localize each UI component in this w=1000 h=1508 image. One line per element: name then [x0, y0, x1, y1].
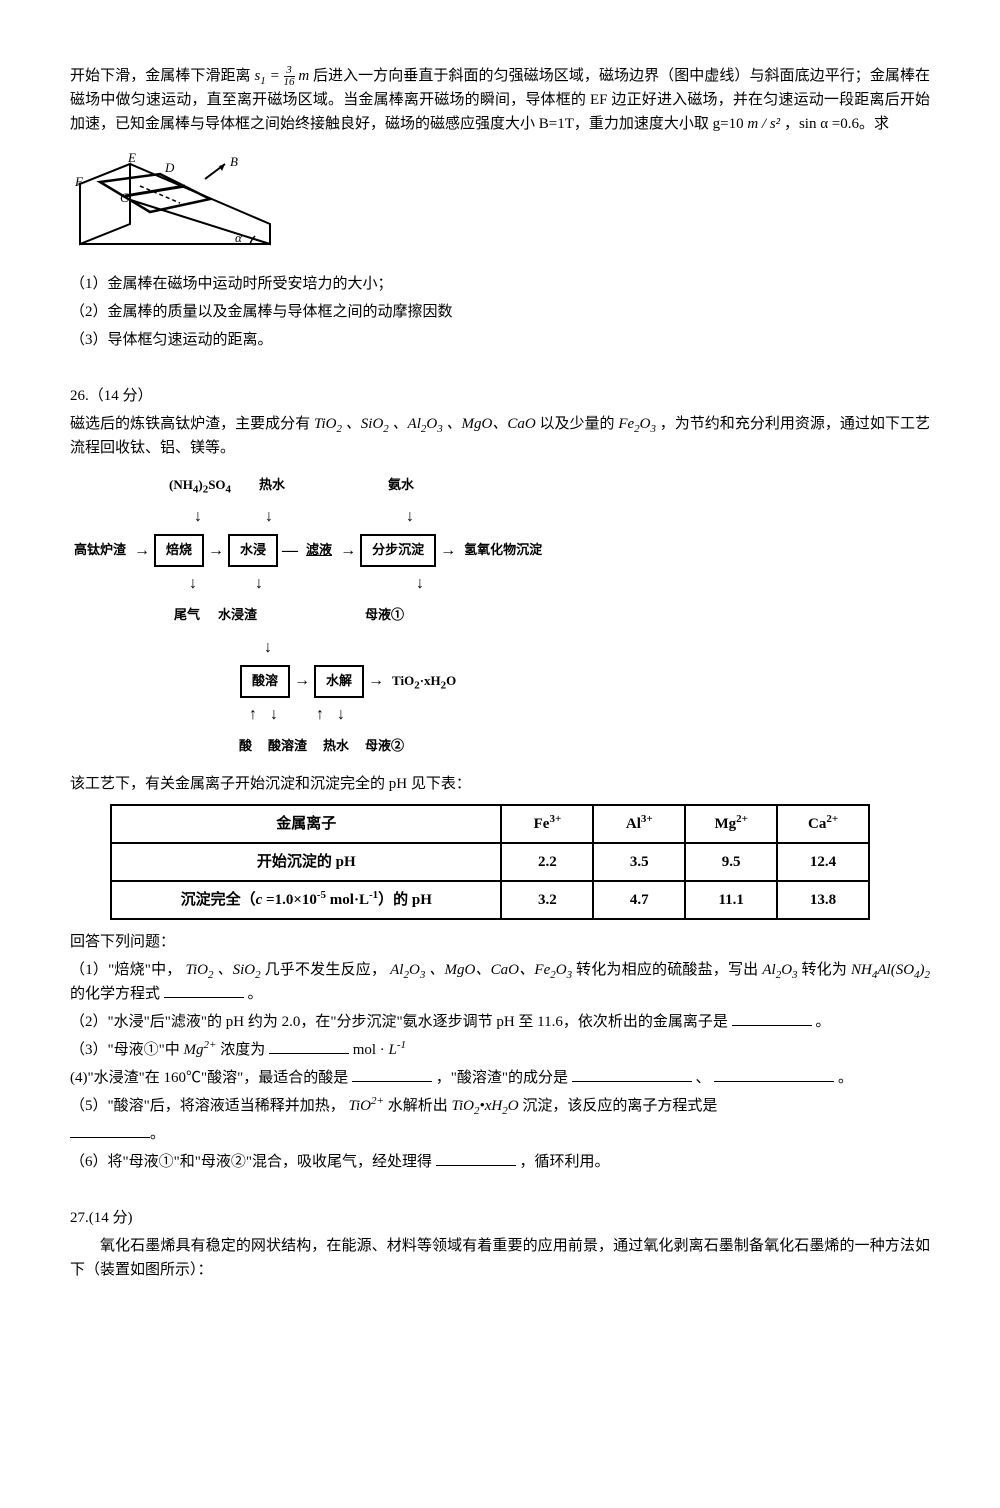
flow-hotwater2: 热水	[319, 736, 353, 757]
flow-acid: 酸	[235, 736, 256, 757]
r1-label: 开始沉淀的 pH	[111, 843, 501, 881]
th-mg: Mg2+	[685, 805, 777, 843]
flow-acid-residue: 酸溶渣	[264, 736, 311, 757]
svg-text:D: D	[164, 160, 175, 175]
flow-precip-box: 分步沉淀	[360, 534, 436, 567]
arrow-down-icon: ↓	[190, 504, 206, 530]
process-flowchart: (NH4)2SO4 热水 氨水 ↓ ↓ ↓ 高钛炉渣 → 焙烧 → 水浸 — 滤…	[70, 470, 930, 762]
th-fe: Fe3+	[501, 805, 593, 843]
r1-fe: 2.2	[501, 843, 593, 881]
arrow-down-icon: ↓	[402, 504, 418, 530]
arrow-up-icon: ↑	[312, 702, 328, 728]
flow-mother1: 母液①	[361, 605, 408, 626]
blank-5[interactable]	[70, 1123, 150, 1138]
units-ms2: m / s²	[747, 116, 780, 132]
arrow-up-icon: ↑	[245, 702, 261, 728]
q26-number: 26.（14 分）	[70, 384, 930, 408]
r2-mg: 11.1	[685, 881, 777, 919]
flow-hydrolysis-box: 水解	[314, 665, 364, 698]
arrow-right-icon: —	[278, 538, 302, 564]
q26-intro: 磁选后的炼铁高钛炉渣，主要成分有 TiO2 、SiO2 、Al2O3 、MgO、…	[70, 412, 930, 460]
q26-formulas-1: TiO2 、SiO2 、Al2O3 、MgO、CaO	[314, 416, 536, 432]
flow-leach-residue: 水浸渣	[214, 605, 261, 626]
q25-sub3: （3）导体框匀速运动的距离。	[70, 328, 930, 352]
arrow-down-icon: ↓	[266, 702, 282, 728]
arrow-right-icon: →	[204, 538, 228, 564]
q26-a2: （2）"水浸"后"滤液"的 pH 约为 2.0，在"分步沉淀"氨水逐步调节 pH…	[70, 1010, 930, 1034]
arrow-down-icon: ↓	[333, 702, 349, 728]
flow-leach-box: 水浸	[228, 534, 278, 567]
arrow-down-icon: ↓	[251, 571, 267, 597]
blank-4b[interactable]	[572, 1067, 692, 1082]
svg-text:B: B	[230, 154, 238, 169]
ph-table: 金属离子 Fe3+ Al3+ Mg2+ Ca2+ 开始沉淀的 pH 2.2 3.…	[110, 804, 870, 920]
r2-label: 沉淀完全（c =1.0×10-5 mol·L-1）的 pH	[111, 881, 501, 919]
table-intro: 该工艺下，有关金属离子开始沉淀和沉淀完全的 pH 见下表：	[70, 772, 930, 796]
r1-mg: 9.5	[685, 843, 777, 881]
answers-intro: 回答下列问题：	[70, 930, 930, 954]
flow-filtrate: 滤液	[302, 540, 336, 561]
q26-formulas-2: Fe2O3	[618, 416, 656, 432]
q26-a1: （1）"焙烧"中， TiO2 、SiO2 几乎不发生反应， Al2O3 、MgO…	[70, 958, 930, 1006]
svg-text:α: α	[235, 230, 243, 245]
intro-paragraph: 开始下滑，金属棒下滑距离 s1 = 316 m 后进入一方向垂直于斜面的匀强磁场…	[70, 64, 930, 136]
blank-2[interactable]	[732, 1011, 812, 1026]
arrow-right-icon: →	[290, 668, 314, 694]
flow-tio2: TiO2·xH2O	[388, 671, 460, 692]
flow-acid-box: 酸溶	[240, 665, 290, 698]
arrow-right-icon: →	[130, 538, 154, 564]
svg-text:C: C	[120, 190, 129, 205]
q27-intro: 氧化石墨烯具有稳定的网状结构，在能源、材料等领域有着重要的应用前景，通过氧化剥离…	[70, 1234, 930, 1282]
th-ca: Ca2+	[777, 805, 869, 843]
q26-a3: （3）"母液①"中 Mg2+ 浓度为 mol · L-1	[70, 1038, 930, 1062]
intro-text-3: ，sin α =0.6。求	[784, 116, 889, 132]
arrow-right-icon: →	[436, 538, 460, 564]
blank-4c[interactable]	[714, 1067, 834, 1082]
th-ion: 金属离子	[111, 805, 501, 843]
svg-text:E: E	[127, 150, 136, 165]
flow-ammonia: 氨水	[384, 475, 418, 496]
intro-text-1: 开始下滑，金属棒下滑距离	[70, 68, 251, 84]
s1-formula: s1 = 316 m	[254, 68, 309, 84]
r2-fe: 3.2	[501, 881, 593, 919]
q26-a5: （5）"酸溶"后，将溶液适当稀释并加热， TiO2+ 水解析出 TiO2•xH2…	[70, 1094, 930, 1118]
q26-a6: （6）将"母液①"和"母液②"混合，吸收尾气，经处理得 ，循环利用。	[70, 1150, 930, 1174]
blank-4a[interactable]	[352, 1067, 432, 1082]
flow-slag: 高钛炉渣	[70, 540, 130, 561]
r1-ca: 12.4	[777, 843, 869, 881]
th-al: Al3+	[593, 805, 685, 843]
blank-6[interactable]	[436, 1151, 516, 1166]
arrow-down-icon: ↓	[412, 571, 428, 597]
r1-al: 3.5	[593, 843, 685, 881]
q25-sub1: （1）金属棒在磁场中运动时所受安培力的大小；	[70, 272, 930, 296]
arrow-right-icon: →	[364, 668, 388, 694]
flow-hydroxide: 氢氧化物沉淀	[460, 540, 546, 561]
q27-number: 27.(14 分)	[70, 1206, 930, 1230]
r2-al: 4.7	[593, 881, 685, 919]
flow-tailgas: 尾气	[170, 605, 204, 626]
r2-ca: 13.8	[777, 881, 869, 919]
arrow-down-icon: ↓	[260, 635, 276, 661]
q25-sub2: （2）金属棒的质量以及金属棒与导体框之间的动摩擦因数	[70, 300, 930, 324]
figure-inclined-plane: E D F C B α	[70, 144, 930, 262]
arrow-down-icon: ↓	[185, 571, 201, 597]
flow-nh4so4: (NH4)2SO4	[165, 475, 235, 496]
blank-3[interactable]	[269, 1039, 349, 1054]
flow-hotwater: 热水	[255, 475, 289, 496]
svg-text:F: F	[74, 174, 84, 189]
q26-a4: (4)"水浸渣"在 160℃"酸溶"，最适合的酸是 ，"酸溶渣"的成分是 、 。	[70, 1066, 930, 1090]
flow-roast-box: 焙烧	[154, 534, 204, 567]
arrow-down-icon: ↓	[261, 504, 277, 530]
blank-1[interactable]	[164, 983, 244, 998]
flow-mother2: 母液②	[361, 736, 408, 757]
arrow-right-icon: →	[336, 538, 360, 564]
